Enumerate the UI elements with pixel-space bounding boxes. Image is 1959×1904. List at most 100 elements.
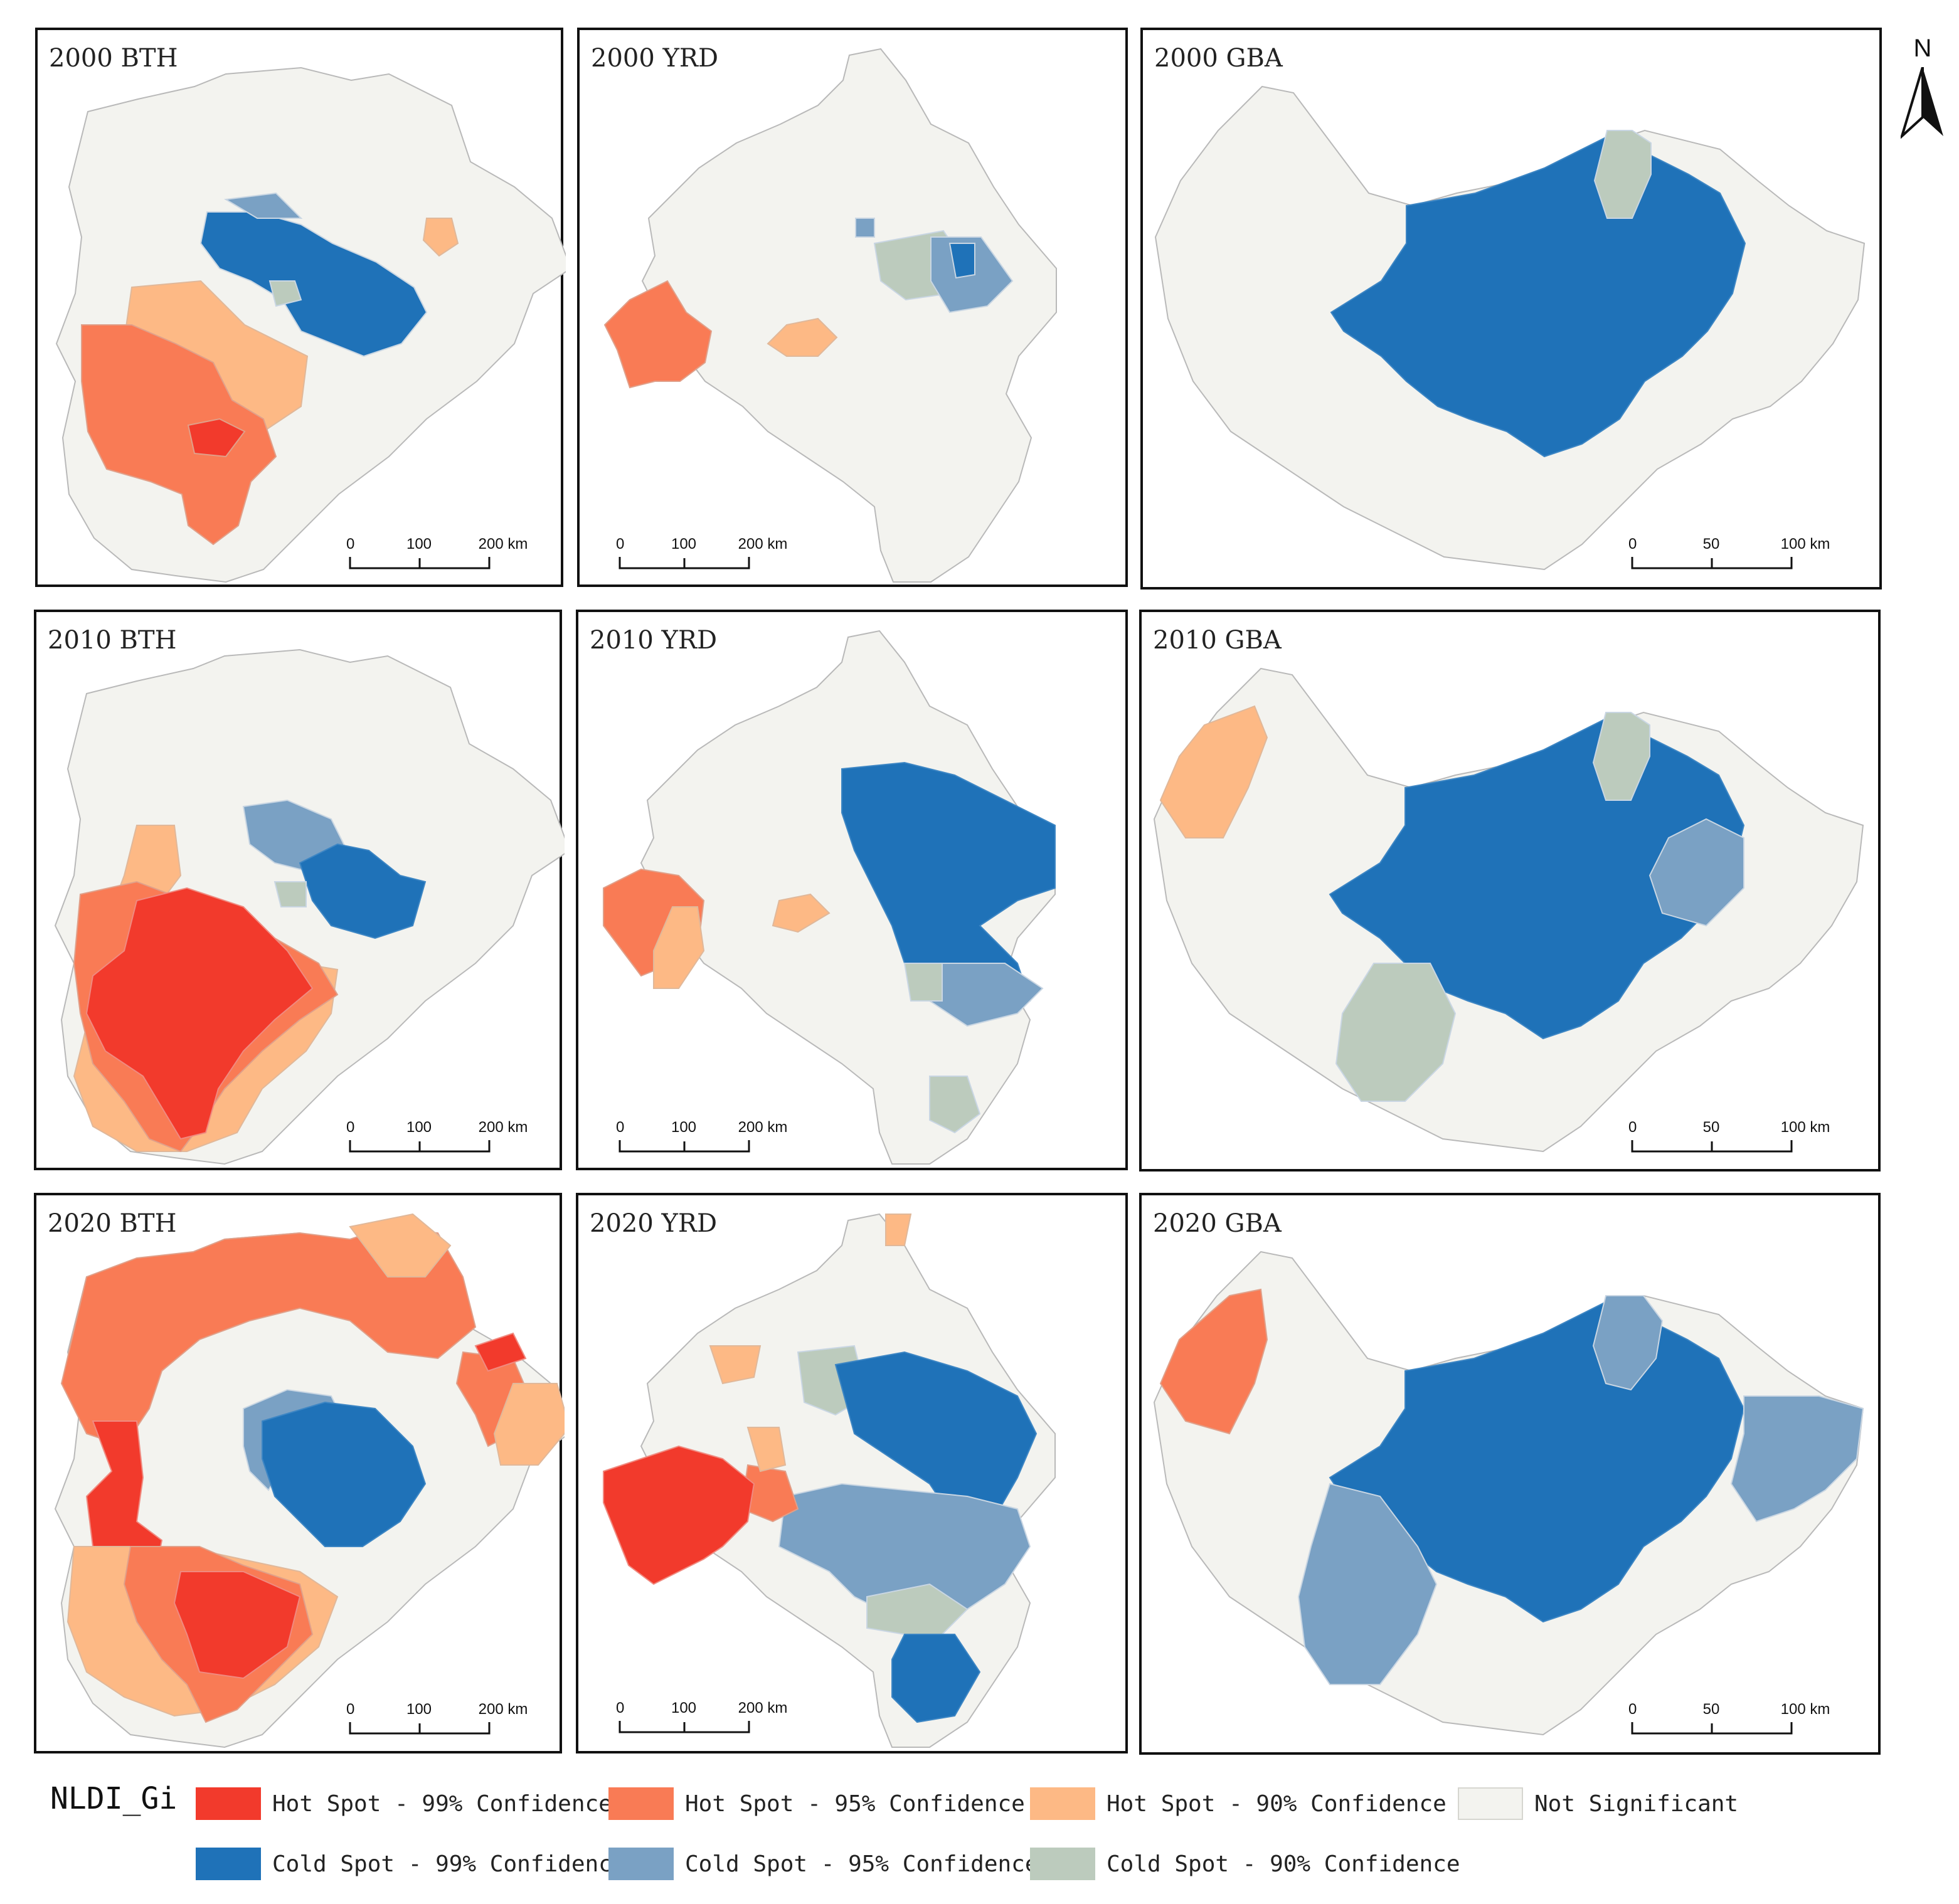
region-hot99	[603, 1445, 755, 1585]
scale-label-mid: 50	[1702, 1701, 1720, 1718]
scale-bar: 0 100 200 km	[616, 1119, 787, 1156]
scale-label-end: 100 km	[1780, 1119, 1830, 1136]
panel-2000-bth: 2000 BTH 0 100 200 km	[35, 28, 566, 587]
map-2020-yrd	[603, 1213, 1056, 1748]
region-cold95-southwest	[1297, 1483, 1438, 1685]
panel-title: 2000 GBA	[1154, 44, 1283, 73]
map-2000-yrd	[603, 48, 1057, 583]
scale-label-end: 200 km	[478, 1119, 528, 1136]
panel-2020-bth: 2020 BTH 0 100 200 km	[34, 1193, 565, 1753]
region-cold90	[273, 881, 307, 907]
panel-2020-yrd: 2020 YRD 0 100 200 km	[576, 1193, 1128, 1753]
region-hot90	[1159, 705, 1268, 838]
scale-bar: 0 50 100 km	[1628, 536, 1830, 573]
scale-label-0: 0	[346, 536, 355, 553]
legend-label: Cold Spot - 99% Confidence	[272, 1851, 626, 1877]
region-cold95	[778, 1483, 1031, 1610]
map-2020-gba	[1153, 1251, 1864, 1736]
legend-label: Cold Spot - 95% Confidence	[685, 1851, 1039, 1877]
scale-label-0: 0	[346, 1701, 355, 1718]
region-hot95	[1159, 1288, 1268, 1435]
region-cold95-north	[1592, 1295, 1664, 1391]
scale-label-end: 200 km	[478, 1701, 528, 1718]
region-hot90	[653, 906, 705, 989]
legend-swatch	[196, 1787, 261, 1820]
scale-label-end: 200 km	[738, 536, 788, 553]
region-hot90-east	[493, 1383, 565, 1466]
region-cold95-small	[855, 218, 875, 238]
scale-bar: 0 100 200 km	[346, 536, 528, 573]
scale-label-mid: 100	[671, 1119, 697, 1136]
legend-swatch	[608, 1848, 674, 1880]
panel-title: 2010 YRD	[590, 626, 718, 655]
scale-label-0: 0	[616, 1700, 625, 1716]
scale-label-0: 0	[1628, 536, 1637, 553]
legend-swatch	[1030, 1848, 1095, 1880]
panel-2000-gba: 2000 GBA 0 50 100 km	[1140, 28, 1882, 590]
scale-bar: 0 50 100 km	[1628, 1119, 1830, 1156]
region-hot90-mid	[746, 1427, 787, 1473]
scale-bar: 0 100 200 km	[616, 1700, 787, 1737]
legend-swatch	[1458, 1787, 1523, 1820]
scale-bar: 0 100 200 km	[346, 1119, 528, 1156]
region-cold99	[948, 243, 975, 279]
region-hot95	[603, 280, 713, 389]
panel-2000-yrd: 2000 YRD 0 100 200 km	[577, 28, 1128, 587]
scale-label-end: 200 km	[738, 1119, 788, 1136]
scale-label-mid: 100	[406, 1119, 432, 1136]
map-2010-gba	[1153, 667, 1864, 1153]
north-arrow: N	[1901, 34, 1957, 144]
panel-2010-bth: 2010 BTH 0 100 200 km	[34, 610, 565, 1170]
region-hot90-mid	[772, 893, 831, 933]
region-cold90	[1592, 712, 1650, 801]
map-2020-bth	[54, 1213, 565, 1748]
scale-label-mid: 100	[671, 1700, 697, 1716]
legend-label: Hot Spot - 90% Confidence	[1107, 1791, 1447, 1817]
region-cold95	[224, 192, 303, 219]
north-arrow-icon	[1901, 67, 1943, 139]
map-2000-bth	[55, 66, 566, 583]
region-hot99	[187, 418, 246, 458]
legend-label: Hot Spot - 95% Confidence	[685, 1791, 1025, 1817]
region-hot99-east	[474, 1332, 527, 1372]
scale-label-mid: 50	[1702, 536, 1720, 553]
panel-title: 2020 BTH	[48, 1209, 177, 1238]
region-hot90	[767, 317, 838, 357]
scale-label-mid: 100	[406, 1701, 432, 1718]
scale-label-mid: 100	[671, 536, 697, 553]
panel-2010-gba: 2010 GBA 0 50 100 km	[1139, 610, 1881, 1171]
map-2010-bth	[54, 648, 565, 1165]
scale-label-0: 0	[1628, 1701, 1637, 1718]
panel-2020-gba: 2020 GBA 0 50 100 km	[1139, 1193, 1881, 1755]
legend-label: Hot Spot - 99% Confidence	[272, 1791, 612, 1817]
scale-label-0: 0	[1628, 1119, 1637, 1136]
panel-2010-yrd: 2010 YRD 0 100 200 km	[576, 610, 1128, 1170]
region-cold90	[1593, 130, 1652, 219]
region-hot99	[85, 887, 314, 1140]
region-hot99-south	[173, 1571, 301, 1679]
scale-label-end: 100 km	[1780, 536, 1830, 553]
scale-label-end: 200 km	[738, 1700, 788, 1716]
legend-title: NLDI_Gi	[50, 1781, 178, 1816]
region-not-significant	[641, 48, 1057, 583]
north-arrow-label: N	[1913, 34, 1932, 62]
scale-label-0: 0	[616, 1119, 625, 1136]
panel-title: 2010 BTH	[48, 626, 177, 655]
region-cold95	[1648, 818, 1744, 927]
region-cold99	[199, 211, 428, 357]
panel-title: 2020 YRD	[590, 1209, 718, 1238]
legend-swatch	[1030, 1787, 1095, 1820]
panel-title: 2000 BTH	[49, 44, 178, 73]
map-2000-gba	[1154, 85, 1866, 571]
scale-label-0: 0	[346, 1119, 355, 1136]
scale-label-mid: 100	[406, 536, 432, 553]
region-cold90-southwest	[1335, 963, 1457, 1102]
scale-label-end: 200 km	[478, 536, 528, 553]
scale-label-mid: 50	[1702, 1119, 1720, 1136]
scale-label-end: 100 km	[1780, 1701, 1830, 1718]
scale-bar: 0 50 100 km	[1628, 1701, 1830, 1738]
panel-title: 2000 YRD	[591, 44, 719, 73]
region-cold99	[834, 1351, 1038, 1522]
scale-label-0: 0	[616, 536, 625, 553]
legend-swatch	[196, 1848, 261, 1880]
